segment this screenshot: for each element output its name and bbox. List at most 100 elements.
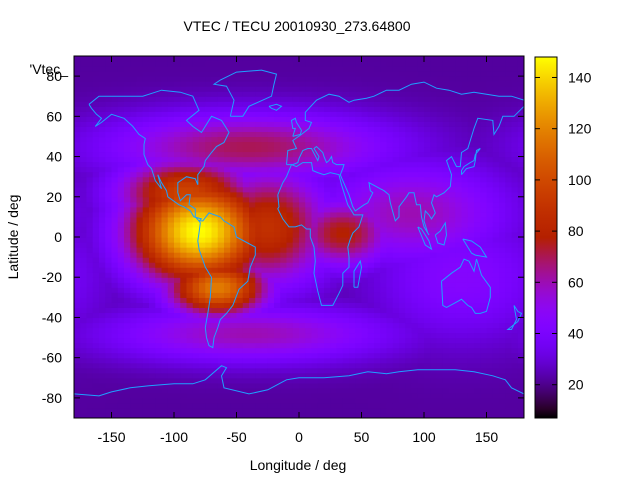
heatmap-cell <box>224 201 231 208</box>
heatmap-cell <box>161 322 169 329</box>
heatmap-cell <box>136 252 144 258</box>
heatmap-cell <box>74 91 81 97</box>
heatmap-cell <box>249 362 256 369</box>
heatmap-cell <box>130 317 138 324</box>
heatmap-cell <box>180 262 188 268</box>
heatmap-cell <box>336 287 344 293</box>
heatmap-cell <box>311 201 319 208</box>
heatmap-cell <box>186 377 194 384</box>
heatmap-cell <box>74 347 81 354</box>
heatmap-cell <box>330 111 338 117</box>
heatmap-cell <box>486 91 494 97</box>
heatmap-cell <box>199 141 206 148</box>
heatmap-cell <box>361 372 369 379</box>
heatmap-cell <box>124 362 131 369</box>
heatmap-cell <box>311 216 319 223</box>
heatmap-cell <box>124 307 131 314</box>
heatmap-cell <box>267 81 275 87</box>
heatmap-cell <box>324 136 331 143</box>
heatmap-cell <box>336 242 344 248</box>
heatmap-cell <box>211 382 219 389</box>
heatmap-cell <box>455 237 463 243</box>
heatmap-cell <box>224 407 231 414</box>
heatmap-cell <box>136 412 144 418</box>
heatmap-cell <box>424 161 431 168</box>
heatmap-cell <box>217 352 225 359</box>
heatmap-cell <box>411 96 419 102</box>
heatmap-cell <box>299 61 306 67</box>
heatmap-cell <box>280 292 288 298</box>
heatmap-cell <box>105 387 113 394</box>
heatmap-cell <box>474 337 481 344</box>
heatmap-cell <box>455 156 463 163</box>
heatmap-cell <box>405 136 413 143</box>
heatmap-cell <box>349 292 356 298</box>
heatmap-cell <box>217 347 225 354</box>
heatmap-cell <box>124 161 131 168</box>
heatmap-cell <box>430 412 438 418</box>
heatmap-cell <box>392 81 400 87</box>
heatmap-cell <box>242 221 250 228</box>
heatmap-cell <box>142 196 150 203</box>
heatmap-cell <box>99 277 106 283</box>
heatmap-cell <box>86 387 94 394</box>
heatmap-cell <box>361 206 369 213</box>
heatmap-cell <box>249 186 256 193</box>
heatmap-cell <box>255 287 263 293</box>
heatmap-cell <box>99 231 106 238</box>
heatmap-cell <box>286 106 294 112</box>
heatmap-cell <box>92 262 100 268</box>
heatmap-cell <box>86 186 94 193</box>
heatmap-cell <box>155 297 163 303</box>
heatmap-cell <box>149 282 156 288</box>
heatmap-cell <box>299 186 306 193</box>
heatmap-cell <box>317 101 325 107</box>
heatmap-cell <box>249 332 256 339</box>
heatmap-cell <box>342 412 350 418</box>
heatmap-cell <box>199 267 206 273</box>
heatmap-cell <box>205 56 213 62</box>
heatmap-cell <box>267 237 275 243</box>
heatmap-cell <box>117 136 125 143</box>
heatmap-cell <box>230 312 238 319</box>
heatmap-cell <box>442 61 450 67</box>
heatmap-cell <box>455 322 463 329</box>
heatmap-cell <box>392 66 400 72</box>
heatmap-cell <box>374 146 381 153</box>
heatmap-cell <box>236 402 244 409</box>
heatmap-cell <box>136 397 144 404</box>
heatmap-cell <box>461 312 469 319</box>
heatmap-cell <box>299 347 306 354</box>
heatmap-cell <box>130 357 138 364</box>
heatmap-cell <box>424 151 431 158</box>
heatmap-cell <box>280 367 288 374</box>
heatmap-cell <box>442 161 450 168</box>
heatmap-cell <box>336 312 344 319</box>
heatmap-cell <box>317 121 325 127</box>
heatmap-cell <box>86 61 94 67</box>
heatmap-cell <box>186 337 194 344</box>
heatmap-cell <box>455 267 463 273</box>
heatmap-cell <box>436 297 444 303</box>
heatmap-cell <box>324 191 331 198</box>
heatmap-cell <box>492 101 500 107</box>
heatmap-cell <box>492 216 500 223</box>
heatmap-cell <box>92 171 100 178</box>
heatmap-cell <box>480 121 488 127</box>
heatmap-cell <box>242 237 250 243</box>
heatmap-cell <box>380 302 388 308</box>
heatmap-cell <box>174 317 181 324</box>
heatmap-cell <box>155 352 163 359</box>
heatmap-cell <box>155 252 163 258</box>
heatmap-cell <box>492 181 500 188</box>
heatmap-cell <box>105 372 113 379</box>
heatmap-cell <box>492 322 500 329</box>
heatmap-cell <box>136 116 144 122</box>
heatmap-cell <box>292 121 300 127</box>
heatmap-cell <box>230 176 238 183</box>
heatmap-cell <box>205 106 213 112</box>
heatmap-cell <box>149 141 156 148</box>
heatmap-cell <box>486 231 494 238</box>
heatmap-cell <box>111 292 119 298</box>
heatmap-cell <box>249 257 256 263</box>
